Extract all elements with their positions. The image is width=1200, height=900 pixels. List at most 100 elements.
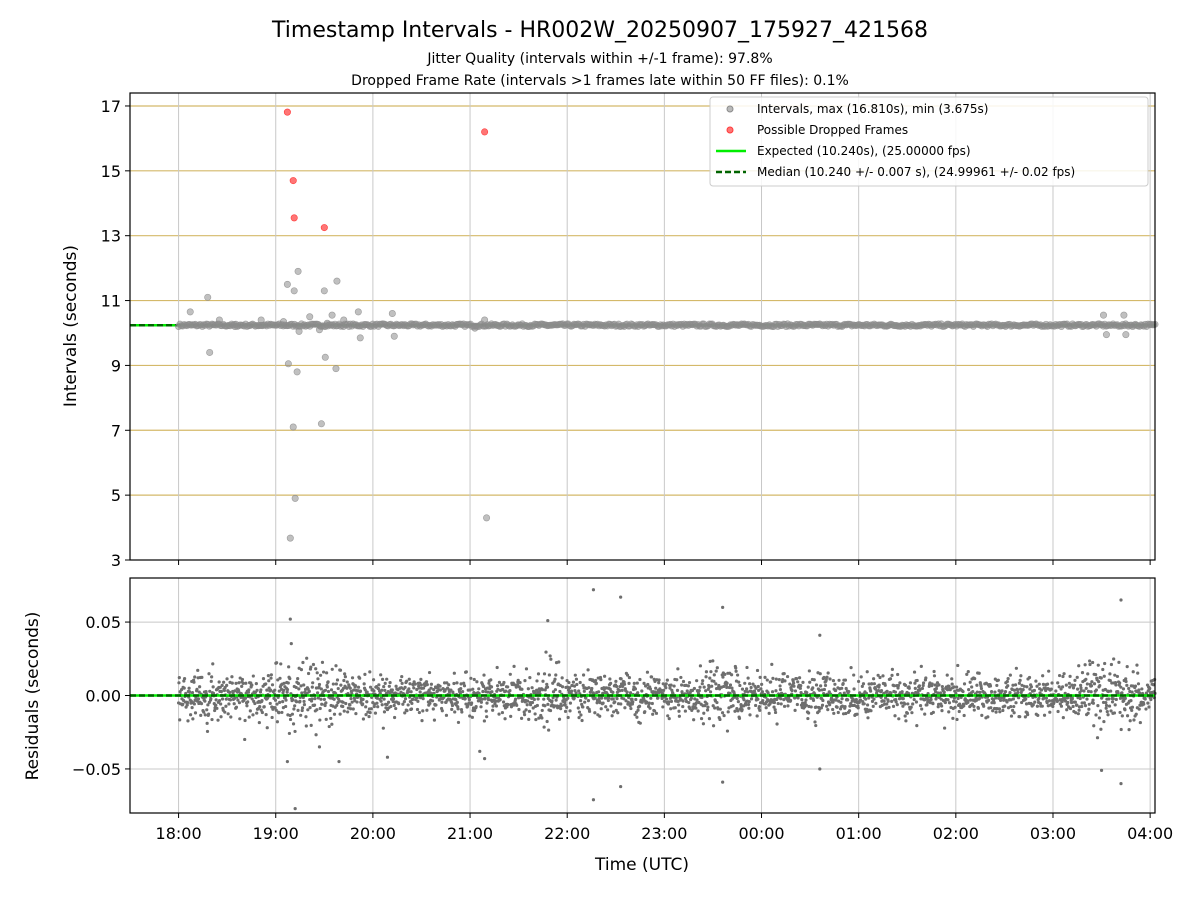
residual-point: [783, 679, 787, 683]
residual-point: [1022, 684, 1026, 688]
residual-point: [1077, 664, 1081, 668]
residual-point: [355, 700, 359, 704]
residual-point: [833, 682, 837, 686]
residual-point: [546, 702, 550, 706]
residual-point: [1102, 674, 1106, 678]
residual-point: [1137, 707, 1141, 711]
residual-point: [471, 706, 476, 710]
intervals-y-tick-label: 5: [111, 486, 121, 505]
residual-point: [343, 675, 347, 679]
residual-point: [200, 675, 204, 679]
residual-point: [211, 662, 215, 666]
residual-point: [490, 690, 494, 694]
residual-point: [350, 676, 355, 680]
residual-point: [1028, 687, 1032, 691]
residual-point: [1136, 671, 1140, 675]
residual-point: [495, 665, 499, 670]
residual-point: [1124, 679, 1128, 684]
residual-point: [179, 688, 184, 692]
residual-point: [664, 682, 668, 686]
residual-point: [966, 669, 970, 674]
residual-point: [209, 679, 213, 683]
residual-point: [1079, 688, 1083, 693]
residual-point: [1065, 708, 1069, 712]
residual-outlier-point: [293, 806, 297, 811]
residual-point: [1134, 712, 1138, 716]
residual-point: [614, 708, 618, 712]
residual-outlier-point: [721, 780, 725, 784]
residual-point: [796, 680, 800, 684]
interval-outlier-point: [294, 267, 302, 275]
residual-point: [529, 703, 533, 707]
residual-point: [717, 683, 721, 688]
residual-point: [1060, 685, 1065, 689]
residual-point: [616, 711, 620, 715]
residual-point: [777, 678, 781, 682]
residual-point: [731, 704, 735, 708]
interval-outlier-point: [257, 316, 265, 324]
residual-point: [798, 686, 802, 690]
residual-point: [913, 686, 917, 691]
residual-point: [675, 678, 679, 682]
residual-point: [1063, 691, 1067, 695]
residual-point: [1132, 718, 1136, 722]
residual-outlier-point: [591, 588, 596, 592]
legend-median-label: Median (10.240 +/- 0.007 s), (24.99961 +…: [757, 165, 1075, 179]
residual-point: [566, 715, 570, 720]
residual-point: [1137, 691, 1142, 695]
residual-point: [1091, 698, 1095, 702]
residual-point: [1120, 691, 1124, 695]
residual-point: [779, 702, 783, 706]
residual-point: [675, 688, 680, 692]
residual-point: [622, 697, 626, 701]
residual-point: [912, 697, 916, 702]
residual-point: [468, 714, 472, 718]
residual-point: [705, 702, 709, 706]
residual-point: [1016, 690, 1020, 695]
residual-point: [1133, 684, 1138, 688]
residual-point: [551, 690, 556, 694]
residual-point: [978, 690, 982, 694]
residual-point: [1055, 699, 1059, 703]
residual-point: [337, 759, 341, 764]
dropped-frame-point: [320, 224, 328, 232]
residual-point: [1018, 715, 1022, 719]
residual-point: [714, 669, 718, 673]
residual-point: [526, 687, 530, 691]
residual-point: [269, 688, 273, 692]
residual-point: [545, 719, 549, 724]
residual-point: [834, 688, 838, 693]
residual-point: [325, 685, 329, 689]
residual-point: [1008, 691, 1012, 695]
residual-point: [811, 698, 816, 702]
residual-point: [535, 703, 539, 708]
residual-point: [1101, 667, 1105, 672]
residual-point: [856, 679, 861, 684]
residual-point: [532, 697, 536, 702]
residual-point: [191, 717, 195, 721]
residual-point: [814, 723, 818, 728]
residual-point: [540, 716, 544, 720]
residual-point: [1000, 689, 1004, 693]
residual-point: [577, 710, 582, 714]
residual-point: [560, 685, 565, 689]
residual-point: [500, 710, 505, 715]
x-tick-label: 03:00: [1030, 824, 1076, 843]
residual-point: [350, 700, 354, 704]
residual-point: [375, 696, 379, 700]
residual-point: [677, 703, 681, 707]
residual-point: [877, 683, 881, 687]
residual-point: [1047, 669, 1051, 673]
residual-point: [619, 702, 623, 706]
residual-point: [606, 708, 610, 712]
residual-point: [199, 702, 204, 706]
residual-point: [769, 680, 773, 684]
residual-point: [695, 698, 699, 702]
interval-outlier-point: [1120, 311, 1128, 319]
residual-point: [219, 689, 224, 694]
residual-point: [825, 704, 829, 708]
residual-point: [222, 680, 226, 684]
x-tick-label: 04:00: [1127, 824, 1173, 843]
residual-point: [601, 701, 605, 705]
residual-point: [1014, 683, 1018, 687]
